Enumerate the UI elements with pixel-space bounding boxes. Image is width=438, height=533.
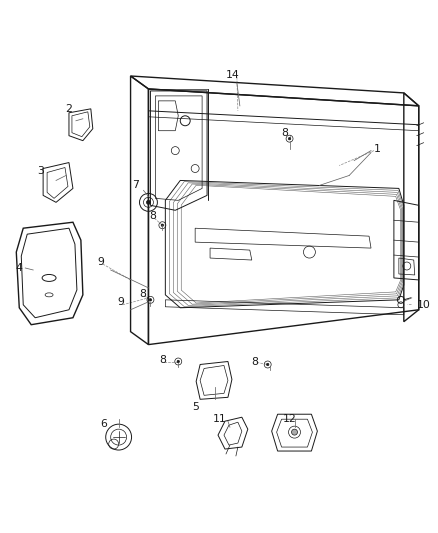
Text: 10: 10: [417, 300, 431, 310]
Text: 11: 11: [213, 414, 227, 424]
Text: 2: 2: [66, 104, 72, 114]
Text: 5: 5: [192, 402, 198, 412]
Circle shape: [292, 429, 297, 435]
Circle shape: [177, 360, 180, 362]
Text: 8: 8: [139, 289, 146, 299]
Text: 8: 8: [251, 357, 258, 367]
Circle shape: [266, 364, 269, 366]
Circle shape: [146, 200, 150, 204]
Circle shape: [161, 224, 163, 227]
Text: 4: 4: [16, 263, 23, 273]
Text: 7: 7: [132, 181, 139, 190]
Circle shape: [288, 138, 291, 140]
Circle shape: [149, 298, 152, 301]
Text: 9: 9: [117, 297, 124, 307]
Text: 14: 14: [226, 70, 240, 80]
Text: 6: 6: [100, 419, 107, 429]
Text: 1: 1: [374, 143, 381, 154]
Text: 8: 8: [281, 128, 288, 138]
Text: 3: 3: [38, 166, 45, 175]
Text: 8: 8: [159, 354, 166, 365]
Text: 8: 8: [149, 211, 156, 221]
Text: 9: 9: [97, 257, 104, 267]
Text: 12: 12: [283, 414, 297, 424]
